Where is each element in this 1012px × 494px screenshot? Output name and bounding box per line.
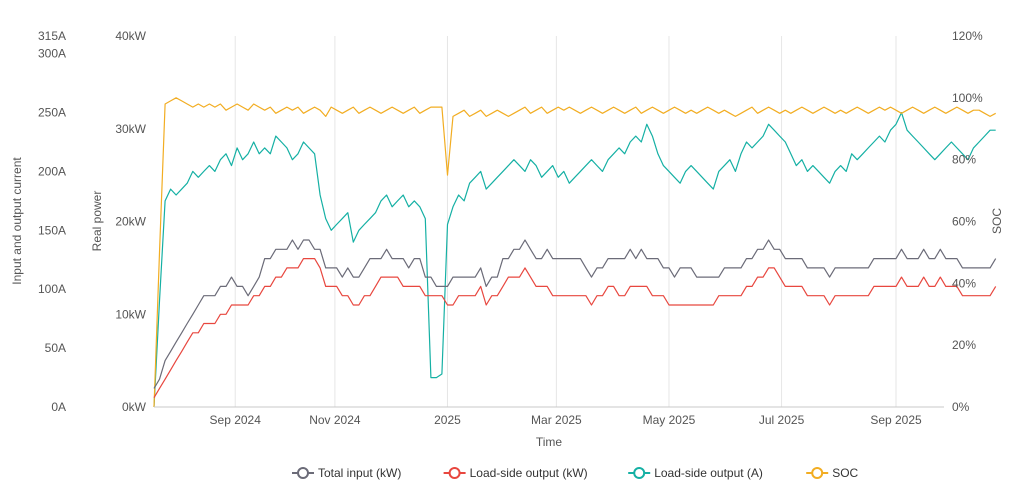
legend-label: SOC bbox=[832, 466, 858, 480]
current-tick-label: 0A bbox=[51, 400, 66, 414]
series-line-load-side-output-a bbox=[153, 111, 996, 408]
legend-marker-swatch bbox=[448, 467, 461, 479]
soc-tick-label: 0% bbox=[952, 400, 970, 414]
soc-axis-ticks: 0% 20% 40% 60% 80% 100% 120% bbox=[952, 29, 983, 414]
x-axis-ticks: Sep 2024 Nov 2024 2025 Mar 2025 May 2025 Jul … bbox=[210, 413, 923, 427]
series-line-total-input-kw bbox=[153, 239, 997, 389]
x-tick-label: Mar 2025 bbox=[531, 413, 582, 427]
soc-axis-title: SOC bbox=[990, 208, 1004, 234]
series-layer bbox=[153, 97, 997, 408]
current-axis-ticks: 0A 50A 100A 150A 200A 250A 300A 315A bbox=[38, 29, 66, 414]
power-tick-label: 20kW bbox=[115, 215, 146, 229]
series-line-soc bbox=[153, 97, 996, 408]
current-tick-label: 50A bbox=[45, 341, 66, 355]
soc-tick-label: 60% bbox=[952, 215, 976, 229]
x-axis-title: Time bbox=[536, 435, 563, 449]
power-tick-label: 0kW bbox=[122, 400, 147, 414]
x-tick-label: May 2025 bbox=[643, 413, 696, 427]
power-axis-ticks: 0kW 10kW 20kW 30kW 40kW bbox=[115, 29, 146, 414]
legend-item-load-side-output-a[interactable]: Load-side output (A) bbox=[628, 466, 763, 480]
current-tick-label: 300A bbox=[38, 47, 66, 61]
power-tick-label: 10kW bbox=[115, 307, 146, 321]
legend-label: Total input (kW) bbox=[318, 466, 401, 480]
current-tick-label: 100A bbox=[38, 282, 66, 296]
legend-item-load-side-output-kw[interactable]: Load-side output (kW) bbox=[443, 466, 588, 480]
legend-label: Load-side output (kW) bbox=[470, 466, 588, 480]
power-tick-label: 30kW bbox=[115, 122, 146, 136]
legend-marker-swatch bbox=[633, 467, 646, 479]
legend-marker-swatch bbox=[297, 467, 309, 479]
x-tick-label: Jul 2025 bbox=[759, 413, 805, 427]
power-axis-title: Real power bbox=[90, 191, 104, 252]
series-line-load-side-output-kw bbox=[153, 258, 997, 399]
x-tick-label: Sep 2025 bbox=[870, 413, 922, 427]
legend-item-total-input-kw[interactable]: Total input (kW) bbox=[292, 466, 401, 480]
gridlines bbox=[234, 36, 897, 407]
x-tick-label: 2025 bbox=[434, 413, 461, 427]
current-axis-title: Input and output current bbox=[10, 157, 24, 285]
power-tick-label: 40kW bbox=[115, 29, 146, 43]
legend-item-soc[interactable]: SOC bbox=[806, 466, 859, 480]
soc-tick-label: 80% bbox=[952, 153, 976, 167]
current-tick-label: 200A bbox=[38, 164, 66, 178]
legend: Total input (kW) Load-side output (kW) Loa… bbox=[292, 466, 859, 480]
legend-label: Load-side output (A) bbox=[654, 466, 763, 480]
current-tick-label: 150A bbox=[38, 223, 66, 237]
x-tick-label: Nov 2024 bbox=[309, 413, 361, 427]
soc-tick-label: 20% bbox=[952, 338, 976, 352]
soc-tick-label: 100% bbox=[952, 91, 983, 105]
current-tick-label: 250A bbox=[38, 106, 66, 120]
x-tick-label: Sep 2024 bbox=[210, 413, 262, 427]
soc-tick-label: 120% bbox=[952, 29, 983, 43]
soc-tick-label: 40% bbox=[952, 276, 976, 290]
current-tick-label: 315A bbox=[38, 29, 66, 43]
legend-marker-swatch bbox=[811, 467, 824, 479]
